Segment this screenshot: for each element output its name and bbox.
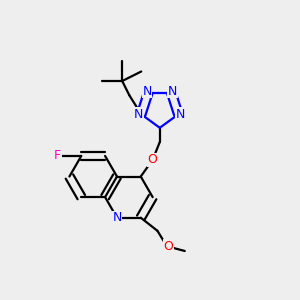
Text: N: N [168,85,177,98]
Text: O: O [148,153,158,167]
Text: N: N [134,108,144,121]
Text: N: N [112,211,122,224]
Text: F: F [54,149,61,162]
Text: N: N [142,85,152,98]
Text: O: O [164,240,173,253]
Text: N: N [176,108,185,121]
